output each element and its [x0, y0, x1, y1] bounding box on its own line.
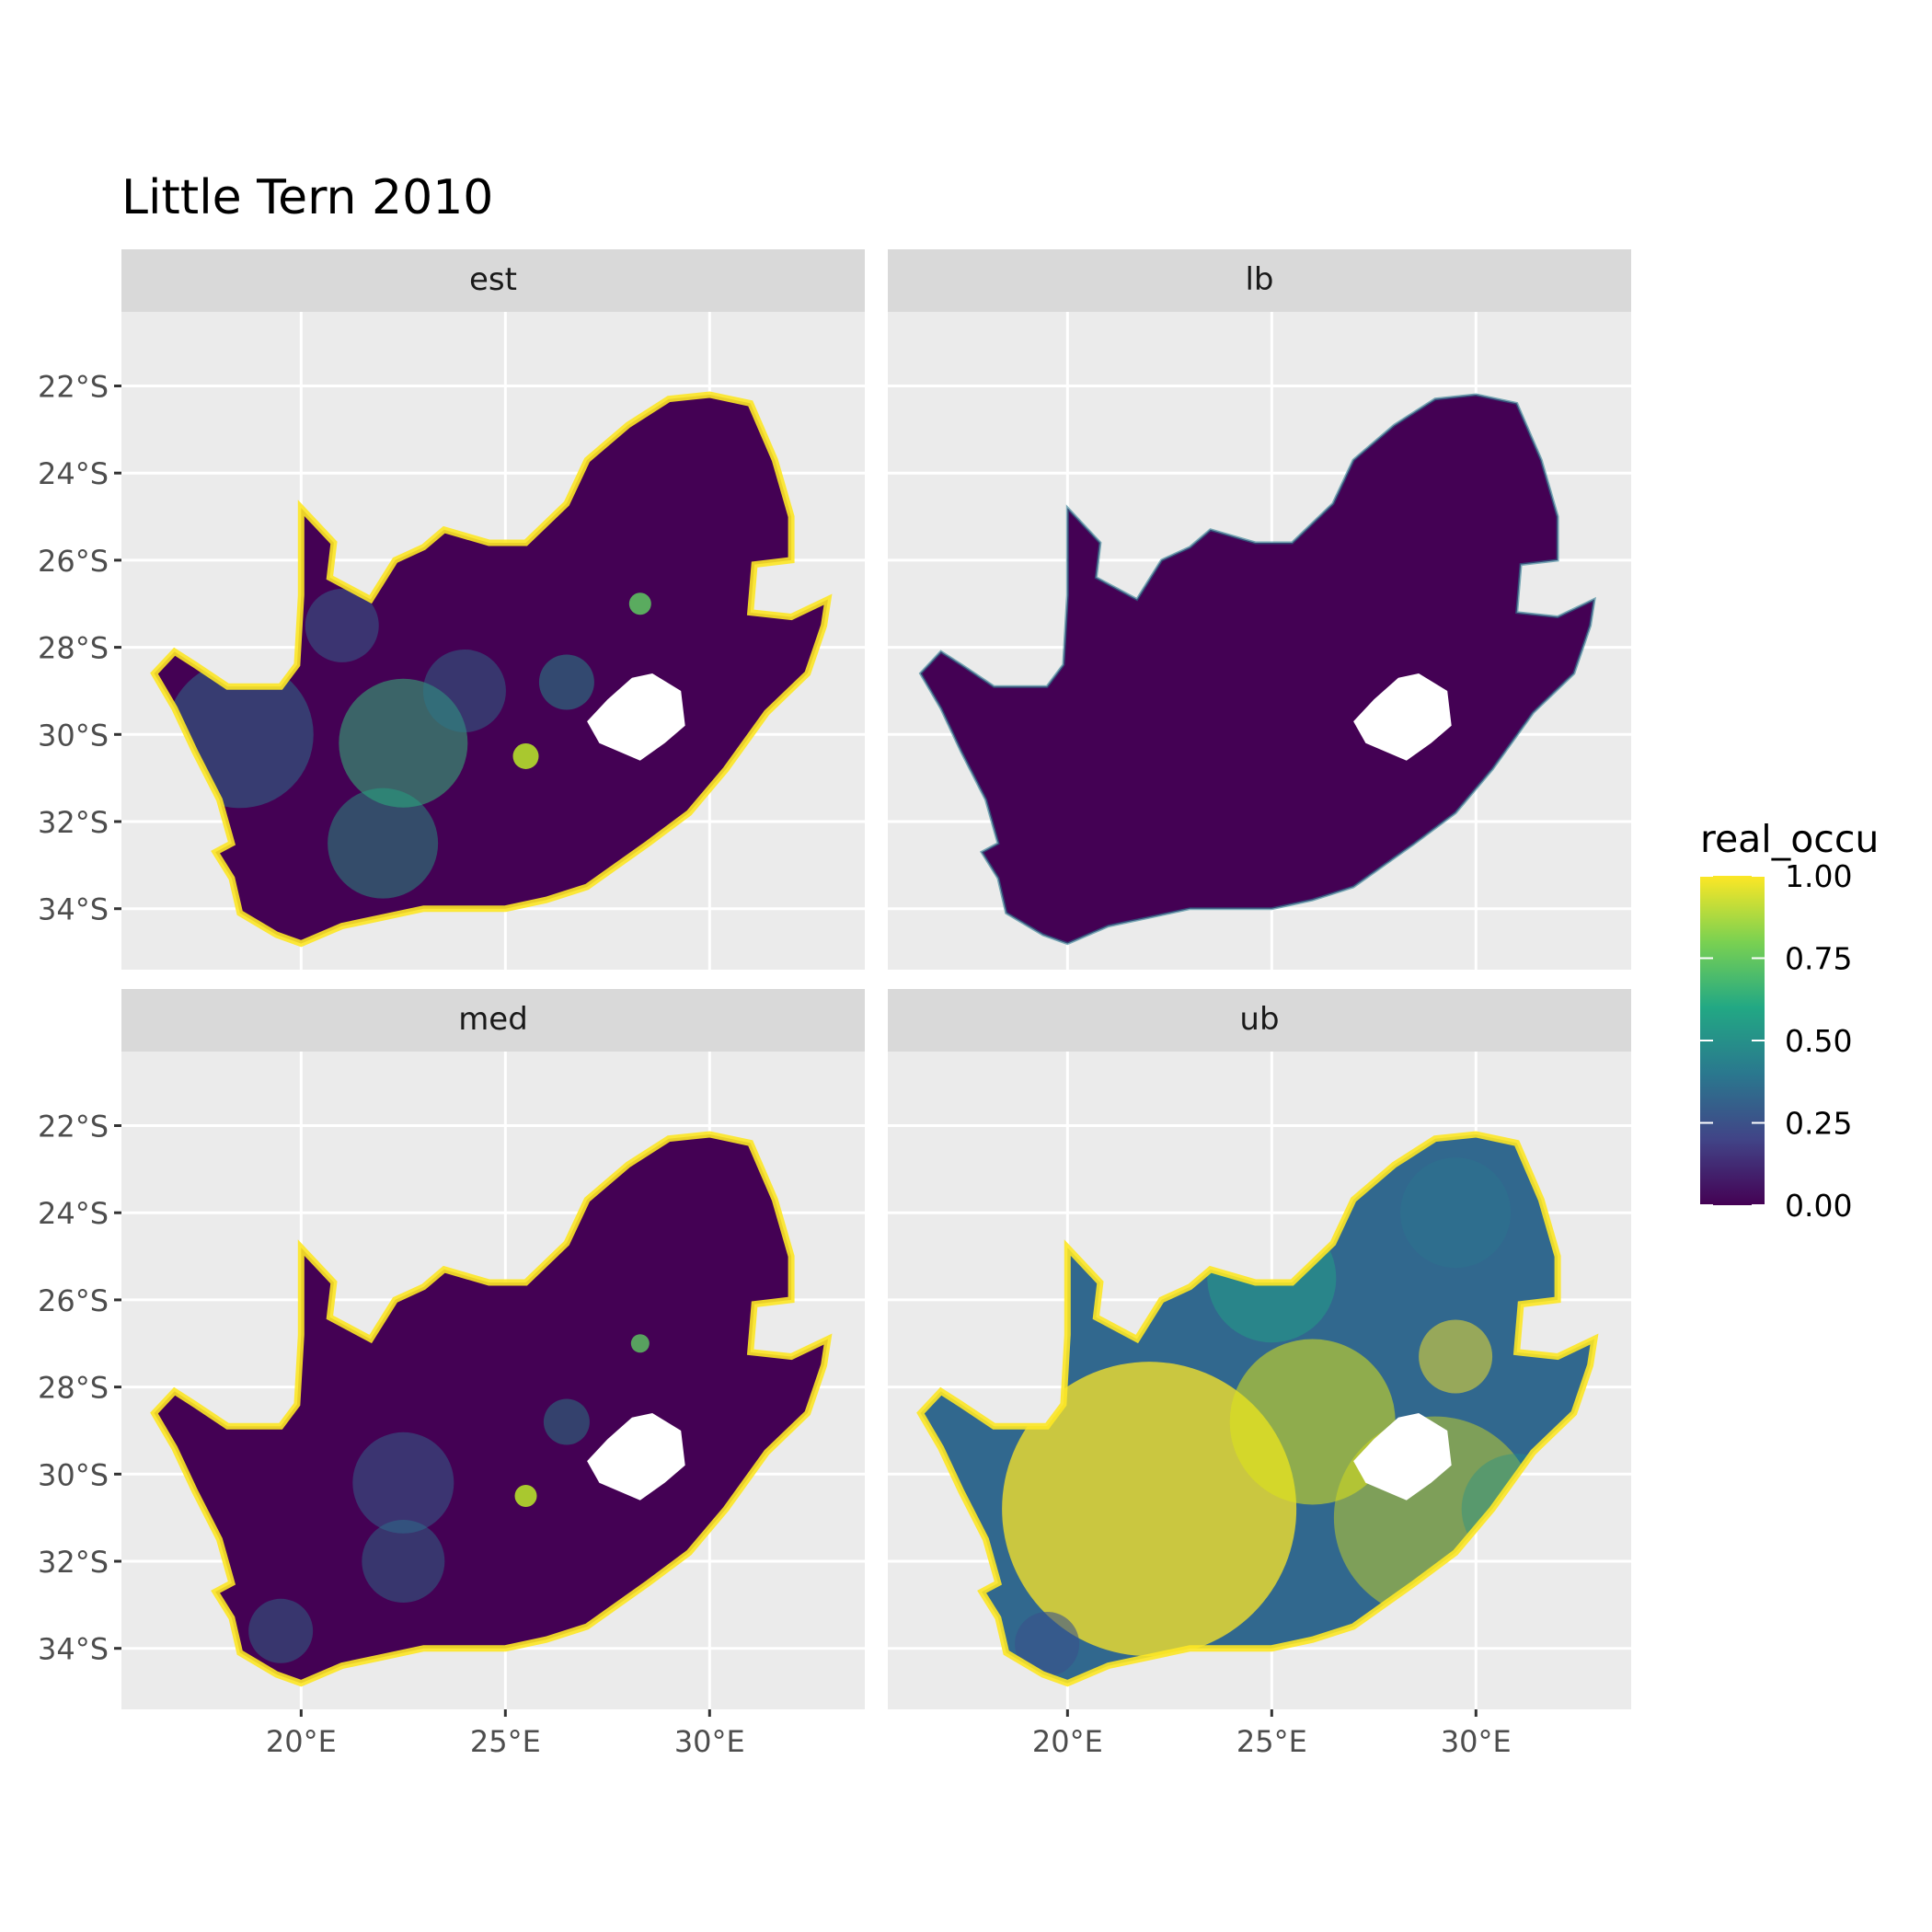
y-tick-label: 32°S — [38, 1545, 109, 1580]
facet-label: est — [469, 261, 517, 298]
panel-est: est 22°S 24°S 26°S 28°S 30°S 32°S 34°S — [38, 249, 865, 970]
panel-ub: ub 20°E 25°E 30°E — [888, 989, 1631, 1759]
y-tick-label: 24°S — [38, 456, 109, 491]
occupancy-patches — [248, 1334, 650, 1663]
occupancy-patch — [512, 742, 539, 769]
occupancy-patch — [362, 1520, 445, 1604]
y-tick-label: 26°S — [38, 1283, 109, 1318]
legend-title: real_occu — [1700, 817, 1879, 861]
lesotho-hole — [587, 1413, 685, 1501]
lesotho-hole — [1353, 673, 1452, 761]
facet-label: ub — [1239, 1001, 1279, 1038]
coastline — [918, 393, 1596, 946]
occupancy-patch — [305, 588, 379, 662]
facet-label: med — [458, 1001, 528, 1038]
panel-lb: lb — [888, 249, 1631, 970]
occupancy-patch — [1400, 1157, 1512, 1269]
y-tick-label: 30°S — [38, 1457, 109, 1492]
legend-tick-label: 1.00 — [1785, 858, 1852, 894]
coastline — [916, 1131, 1599, 1687]
occupancy-patch — [1002, 1362, 1297, 1657]
occupancy-patch — [628, 592, 651, 615]
y-tick-label: 34°S — [38, 1632, 109, 1667]
facet-strip — [888, 249, 1631, 312]
lesotho-hole — [1353, 1413, 1452, 1501]
panel-med: med 22°S 24°S 26°S 28°S 30°S 32°S 34°S 20°E 25°E 3… — [38, 989, 865, 1759]
y-tick-label: 28°S — [38, 1371, 109, 1406]
occupancy-patch — [339, 678, 468, 808]
occupancy-patch — [352, 1432, 454, 1534]
occupancy-patch — [1419, 1319, 1493, 1394]
coastline — [150, 391, 833, 948]
occupancy-patch — [328, 788, 439, 899]
y-tick-label: 22°S — [38, 1109, 109, 1144]
x-tick-label: 25°E — [1236, 1724, 1307, 1759]
x-tick-label: 25°E — [470, 1724, 541, 1759]
occupancy-patch — [248, 1598, 314, 1663]
occupancy-patches — [166, 588, 651, 899]
facet-strip — [888, 989, 1631, 1052]
plot-title: Little Tern 2010 — [121, 170, 493, 225]
y-tick-label: 32°S — [38, 805, 109, 840]
legend: real_occu 1.00 0.75 0.50 0.25 0.00 — [1700, 817, 1879, 1224]
y-tick-label: 34°S — [38, 892, 109, 927]
facet-panels: est 22°S 24°S 26°S 28°S 30°S 32°S 34°S lb med 22°S… — [38, 249, 1631, 1759]
legend-tick-label: 0.25 — [1785, 1106, 1852, 1142]
occupancy-patch — [630, 1334, 650, 1353]
lesotho-hole — [587, 673, 685, 761]
occupancy-patch — [422, 649, 506, 732]
x-tick-label: 20°E — [1032, 1724, 1103, 1759]
occupancy-patch — [543, 1398, 590, 1445]
legend-ticks: 1.00 0.75 0.50 0.25 0.00 — [1700, 858, 1852, 1224]
y-tick-label: 28°S — [38, 631, 109, 666]
legend-tick-label: 0.50 — [1785, 1023, 1852, 1059]
facet-label: lb — [1245, 261, 1273, 298]
x-tick-label: 30°E — [674, 1724, 745, 1759]
x-tick-label: 30°E — [1441, 1724, 1512, 1759]
legend-tick-label: 0.75 — [1785, 941, 1852, 977]
coastline — [150, 1131, 833, 1687]
occupancy-patch — [1229, 1339, 1396, 1505]
y-tick-label: 30°S — [38, 718, 109, 753]
y-tick-label: 24°S — [38, 1196, 109, 1231]
x-tick-label: 20°E — [266, 1724, 337, 1759]
y-tick-label: 26°S — [38, 544, 109, 579]
facet-strip — [121, 249, 865, 312]
facet-strip — [121, 989, 865, 1052]
occupancy-patch — [1015, 1611, 1080, 1676]
legend-tick-label: 0.00 — [1785, 1188, 1852, 1224]
y-tick-label: 22°S — [38, 369, 109, 404]
occupancy-patch — [514, 1484, 537, 1507]
occupancy-patch — [538, 654, 594, 710]
